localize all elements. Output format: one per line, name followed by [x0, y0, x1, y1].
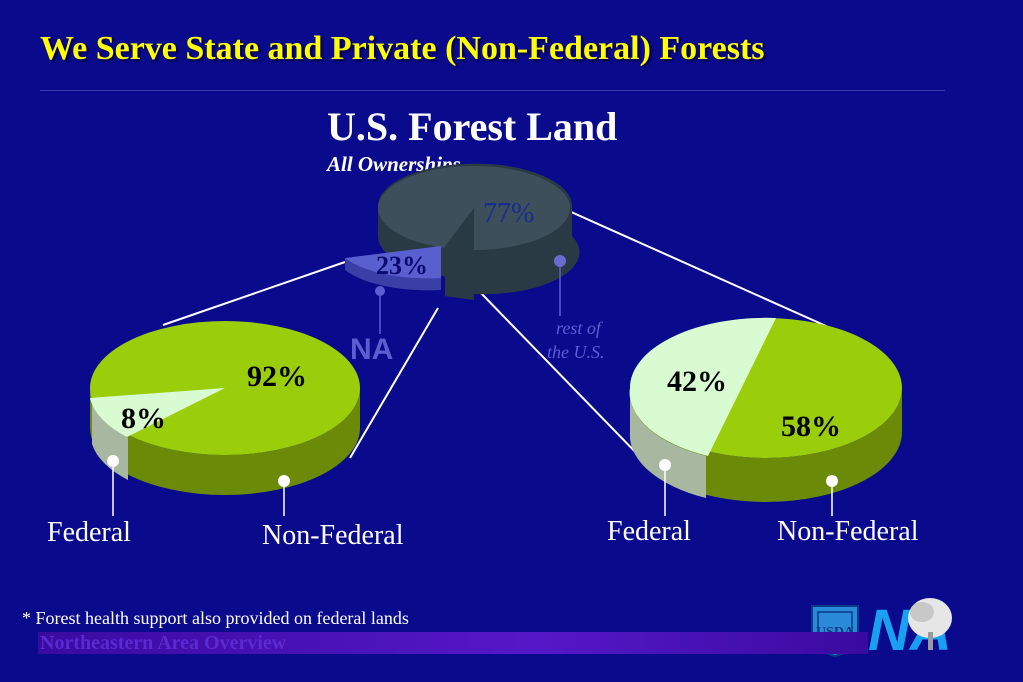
- right-non-federal-label: Non-Federal: [777, 516, 919, 547]
- na-logo: NA: [868, 598, 990, 663]
- callout-dot: [554, 255, 566, 267]
- pie-top-rest: [378, 163, 580, 300]
- slide-title: We Serve State and Private (Non-Federal)…: [40, 30, 765, 67]
- connector-line: [162, 261, 346, 326]
- tree-icon: [908, 598, 952, 650]
- callout-dot: [375, 286, 385, 296]
- title-divider: [40, 90, 945, 91]
- pie-side-federal: [629, 388, 706, 498]
- callout-dot: [826, 475, 838, 487]
- right-federal-label: Federal: [607, 516, 691, 547]
- pie-side-federal: [92, 402, 128, 480]
- pie-top-na: [345, 246, 441, 291]
- pie-label-42: 42%: [667, 365, 727, 398]
- left-federal-label: Federal: [47, 517, 131, 548]
- pie-right: [629, 317, 902, 502]
- callout-dot: [107, 455, 119, 467]
- footer-bar: [38, 632, 868, 654]
- pie-side: [90, 388, 360, 495]
- callout-dot: [278, 475, 290, 487]
- pie-left: [90, 321, 360, 495]
- left-non-federal-label: Non-Federal: [262, 520, 404, 551]
- chart-title: U.S. Forest Land: [327, 104, 618, 149]
- pie-label-23: 23%: [376, 251, 428, 280]
- connector-line: [521, 189, 836, 331]
- pie-slice-federal: [90, 388, 225, 437]
- pie-label-8: 8%: [121, 402, 166, 435]
- pie-slice-na: [345, 246, 441, 279]
- pie-label-92: 92%: [247, 360, 307, 393]
- pie-slice-federal: [629, 317, 776, 456]
- pie-label-58: 58%: [781, 410, 841, 443]
- footnote: * Forest health support also provided on…: [22, 608, 409, 628]
- rest-callout-line1: rest of: [556, 318, 601, 338]
- pie-label-77: 77%: [483, 198, 535, 229]
- connector-line: [349, 307, 439, 459]
- rest-callout-line2: the U.S.: [547, 342, 605, 362]
- connector-line: [477, 289, 646, 463]
- pie-cut-wedge: [445, 208, 474, 300]
- footer-text: Northeastern Area Overview: [40, 632, 287, 654]
- callout-dot: [659, 459, 671, 471]
- na-callout-label: NA: [350, 333, 394, 366]
